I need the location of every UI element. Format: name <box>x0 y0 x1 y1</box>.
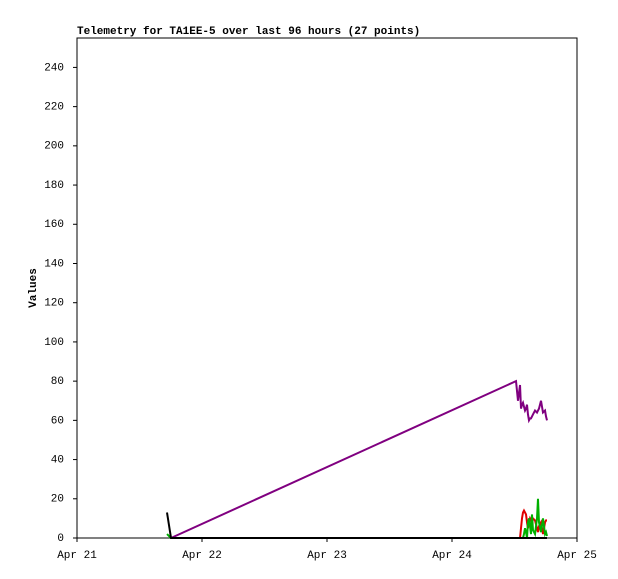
y-tick-label: 220 <box>44 102 64 114</box>
y-axis-label: Values <box>28 268 40 308</box>
y-tick-label: 100 <box>44 337 64 349</box>
y-tick-label: 0 <box>57 533 64 545</box>
y-tick-label: 80 <box>51 376 64 388</box>
series-line <box>170 379 548 539</box>
x-tick-label: Apr 21 <box>57 550 97 562</box>
y-tick-label: 60 <box>51 415 64 427</box>
x-tick-label: Apr 25 <box>557 550 597 562</box>
y-tick-label: 140 <box>44 258 64 270</box>
x-tick-label: Apr 22 <box>182 550 222 562</box>
y-tick-label: 40 <box>51 454 64 466</box>
chart-title: Telemetry for TA1EE-5 over last 96 hours… <box>77 26 420 38</box>
x-tick-label: Apr 24 <box>432 550 472 562</box>
y-tick-label: 160 <box>44 219 64 231</box>
y-tick-label: 200 <box>44 141 64 153</box>
series-line <box>166 512 547 539</box>
y-tick-label: 20 <box>51 494 64 506</box>
y-tick-label: 180 <box>44 180 64 192</box>
y-tick-label: 240 <box>44 62 64 74</box>
x-tick-label: Apr 23 <box>307 550 347 562</box>
y-tick-label: 120 <box>44 298 64 310</box>
